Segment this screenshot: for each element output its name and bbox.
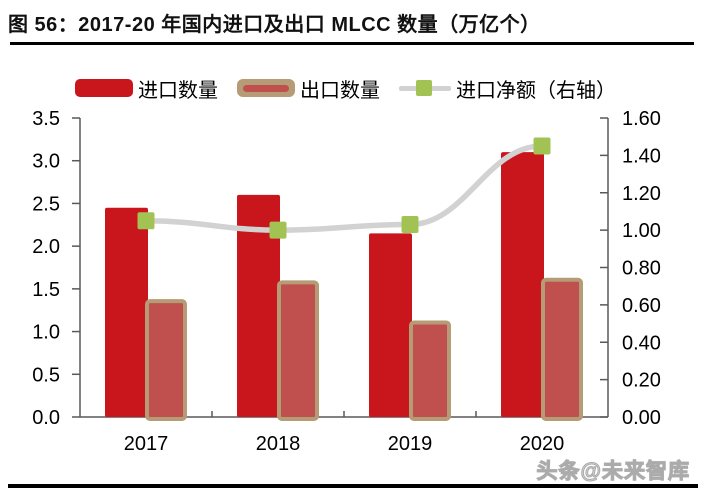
- chart-legend: 进口数量 出口数量 进口净额（右轴）: [75, 74, 616, 102]
- net-import-line: [143, 143, 545, 233]
- left-axis-tick-label: 3.0: [32, 151, 60, 173]
- right-axis-tick-label: 0.80: [622, 258, 661, 280]
- bar-export-2018: [277, 280, 319, 422]
- net-import-marker-2017: [137, 212, 155, 230]
- bar-import-2018: [237, 194, 280, 417]
- legend-label-net-imports: 进口净额（右轴）: [456, 79, 616, 102]
- line-marker-swatch-icon: [399, 79, 451, 97]
- net-import-marker-2018: [269, 221, 287, 239]
- x-axis-category-label: 2020: [520, 433, 565, 455]
- left-axis-tick-label: 0.0: [32, 407, 60, 429]
- export-bar-swatch-icon: [237, 79, 295, 97]
- marker-swatch: [416, 80, 432, 96]
- left-axis-tick-label: 2.0: [32, 236, 60, 258]
- watermark: 头条@未来智库: [536, 460, 690, 484]
- left-axis-tick-label: 0.5: [32, 364, 60, 386]
- legend-item-exports: 出口数量: [237, 74, 380, 103]
- bottom-divider: [8, 484, 698, 488]
- right-axis-tick-label: 0.00: [622, 407, 661, 429]
- right-axis-tick-label: 1.40: [622, 145, 661, 167]
- right-axis-tick-label: 0.20: [622, 370, 661, 392]
- right-axis-tick-label: 1.60: [622, 108, 661, 130]
- legend-label-exports: 出口数量: [300, 79, 380, 102]
- title-divider: [10, 42, 694, 45]
- right-axis-tick-label: 1.20: [622, 183, 661, 205]
- bar-import-2019: [369, 233, 412, 417]
- left-axis-tick-label: 3.5: [32, 108, 60, 130]
- left-axis-tick-label: 1.0: [32, 322, 60, 344]
- bar-export-2020: [541, 277, 583, 421]
- x-axis-category-label: 2018: [256, 433, 301, 455]
- legend-item-net-imports: 进口净额（右轴）: [399, 74, 616, 103]
- net-import-marker-2020: [533, 137, 551, 155]
- right-axis-tick-label: 0.40: [622, 332, 661, 354]
- right-axis-tick-label: 0.60: [622, 295, 661, 317]
- bar-import-2017: [105, 207, 148, 417]
- figure-title: 图 56：2017-20 年国内进口及出口 MLCC 数量（万亿个）: [8, 14, 541, 36]
- net-import-marker-2019: [401, 216, 419, 234]
- import-bar-swatch-icon: [75, 79, 133, 97]
- x-axis-category-label: 2019: [388, 433, 433, 455]
- bar-import-2020: [501, 152, 544, 417]
- bar-export-2019: [409, 320, 451, 422]
- left-axis-tick-label: 2.5: [32, 193, 60, 215]
- export-swatch-stripe: [243, 84, 289, 92]
- bar-export-2017: [145, 299, 187, 422]
- legend-label-imports: 进口数量: [138, 79, 218, 102]
- left-axis-tick-label: 1.5: [32, 279, 60, 301]
- right-axis-tick-label: 1.00: [622, 220, 661, 242]
- legend-item-imports: 进口数量: [75, 74, 218, 103]
- x-axis-category-label: 2017: [124, 433, 169, 455]
